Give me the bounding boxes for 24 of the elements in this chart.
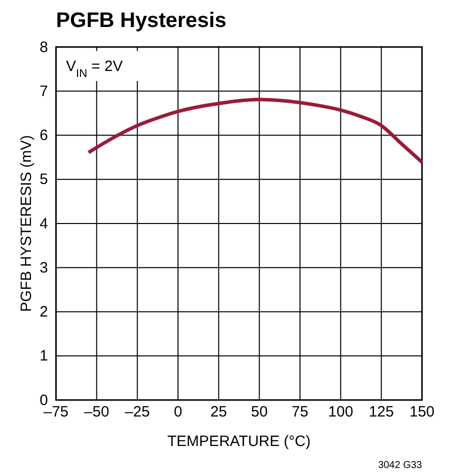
x-tick-label: 100 — [328, 404, 354, 421]
x-tick-label: 75 — [292, 404, 308, 421]
annotation: V$_{IN}$ = 2V — [66, 58, 123, 80]
y-tick-label: 7 — [40, 82, 48, 100]
y-tick-label: 3 — [40, 259, 48, 276]
x-axis-title: TEMPERATURE (°C) — [167, 433, 311, 450]
y-tick-label: 6 — [40, 127, 48, 144]
x-tick-label: 125 — [368, 404, 394, 421]
y-tick-label: 4 — [40, 215, 48, 232]
y-tick-label: 2 — [40, 304, 48, 321]
x-tick-label: 0 — [174, 404, 182, 421]
y-tick-label: 5 — [40, 171, 48, 188]
y-tick-label: 8 — [40, 38, 48, 56]
line-series — [86, 98, 424, 164]
chart-title: PGFB Hysteresis — [56, 9, 226, 32]
y-axis-title: PGFB HYSTERESIS (mV) — [18, 135, 35, 312]
y-tick-label: 0 — [40, 392, 48, 409]
x-tick-label: –25 — [124, 404, 150, 421]
x-tick-label: –50 — [84, 404, 110, 421]
text: 3042 G33 — [378, 460, 422, 471]
x-tick-label: 150 — [409, 404, 435, 421]
y-tick-label: 1 — [40, 348, 48, 365]
x-tick-label: 25 — [210, 404, 228, 421]
x-tick-label: 50 — [250, 404, 268, 421]
